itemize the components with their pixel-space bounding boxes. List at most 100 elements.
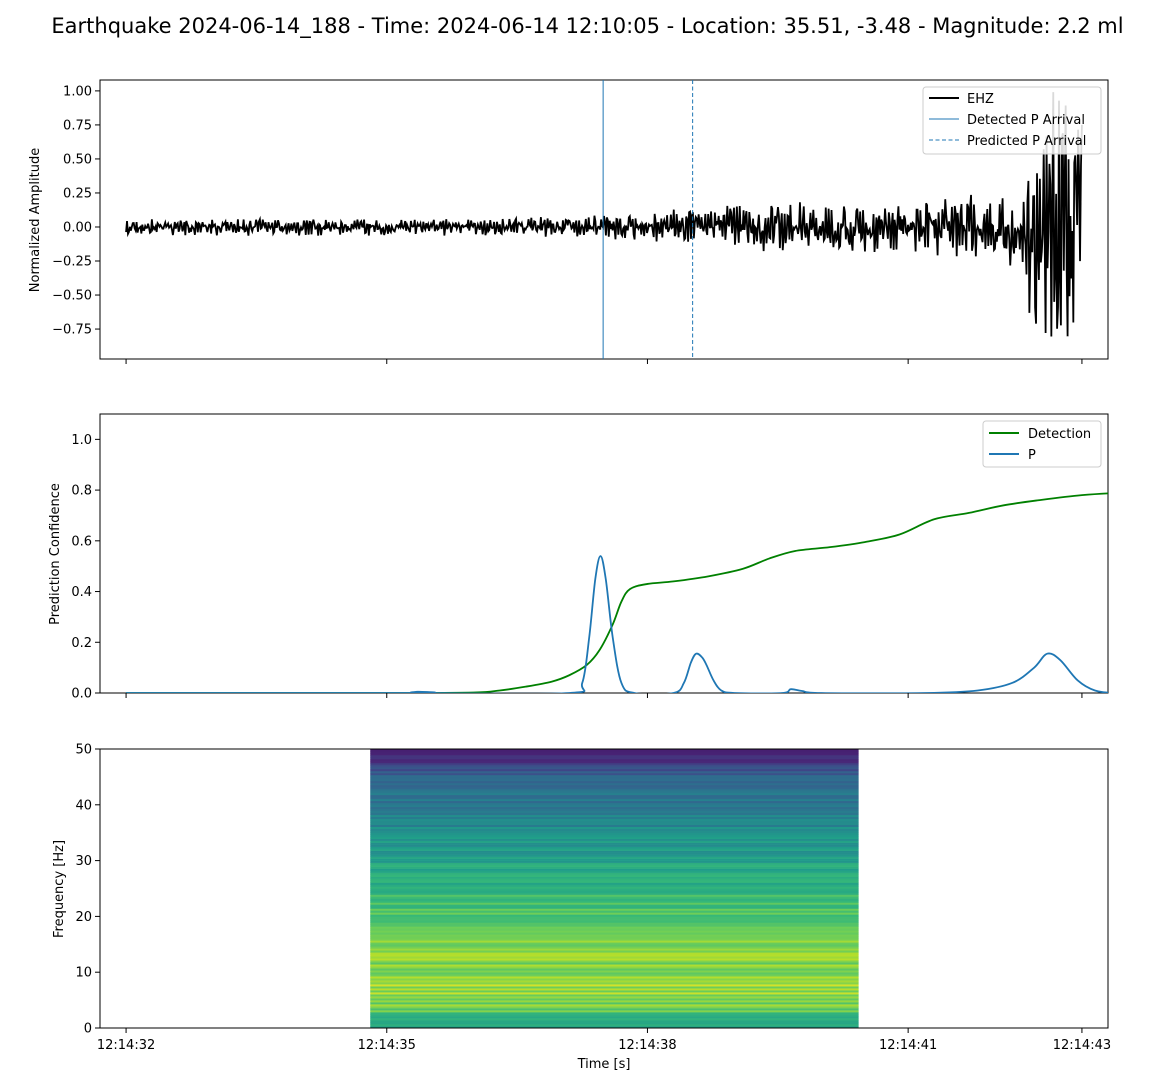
spectrogram-band (370, 970, 859, 973)
legend-predicted-p-label: Predicted P Arrival (967, 134, 1086, 149)
spectrogram-band (370, 834, 859, 837)
spectrogram-band (370, 798, 859, 802)
spectrogram-band (370, 940, 859, 943)
spectrogram-band (370, 878, 859, 881)
y-tick-label: 0.25 (63, 186, 92, 201)
spectrogram-band (370, 918, 859, 921)
spectrogram-band (370, 786, 859, 790)
y-tick-label: 10 (75, 966, 92, 981)
spectrogram-band (370, 964, 859, 967)
spectrogram-band (370, 844, 859, 847)
spectrogram-band (370, 876, 859, 879)
spectrogram-band (370, 800, 859, 804)
spectrogram-band (370, 928, 859, 931)
spectrogram-band (370, 934, 859, 937)
y-tick-label: −0.50 (52, 289, 92, 304)
spectrogram-band (370, 944, 859, 947)
spectrogram-band (370, 852, 859, 855)
spectrogram-band (370, 774, 859, 778)
waveform-legend-box (922, 86, 1102, 155)
spectrogram-band (370, 920, 859, 923)
waveform-y-ticks: 1.00 0.75 0.50 0.25 0.00 −0.25 −0.50 −0.75 (52, 84, 100, 338)
spectrogram-band (370, 1024, 859, 1027)
spectrogram-band (370, 860, 859, 863)
legend-ehz-label: EHZ (967, 92, 994, 107)
spectrogram-band (370, 1020, 859, 1023)
spectrogram-band (370, 776, 859, 780)
spectrogram-band (370, 974, 859, 977)
y-tick-label: 40 (75, 798, 92, 813)
ehz-waveform-line (125, 92, 1083, 337)
spectrogram-band (370, 914, 859, 917)
spectrogram-band (370, 778, 859, 782)
x-tick-label: 12:14:43 (1053, 1038, 1111, 1053)
spectrogram-band (370, 846, 859, 849)
spectrogram-band (370, 870, 859, 873)
y-tick-label: 0.2 (71, 636, 92, 651)
spectrogram-band (370, 960, 859, 963)
spectrogram-band (370, 1022, 859, 1025)
spectrogram-band (370, 780, 859, 784)
spectrogram-band (370, 950, 859, 953)
spectrogram-y-axis-label: Frequency [Hz] (52, 840, 67, 938)
spectrogram-band (370, 962, 859, 965)
spectrogram-band (370, 868, 859, 871)
spectrogram-band (370, 894, 859, 897)
spectrogram-band (370, 1026, 859, 1029)
spectrogram-band (370, 816, 859, 820)
spectrogram-band (370, 770, 859, 774)
spectrogram-band (370, 1004, 859, 1007)
spectrogram-band (370, 946, 859, 949)
spectrogram-band (370, 772, 859, 776)
detection-line (126, 492, 1108, 693)
legend-detected-p-label: Detected P Arrival (967, 113, 1085, 128)
spectrogram-band (370, 782, 859, 786)
spectrogram-band (370, 924, 859, 927)
y-tick-label: 0.75 (63, 118, 92, 133)
spectrogram-band (370, 938, 859, 941)
y-tick-label: 50 (75, 743, 92, 758)
spectrogram-band (370, 818, 859, 822)
legend-p-label: P (1028, 448, 1036, 463)
spectrogram-band (370, 752, 859, 756)
confidence-panel: 1.0 0.8 0.6 0.4 0.2 0.0 Prediction Confidence… (48, 413, 1109, 702)
spectrogram-band (370, 750, 859, 754)
spectrogram-band (370, 766, 859, 770)
legend-detection-label: Detection (1028, 427, 1091, 442)
spectrogram-band (370, 1014, 859, 1017)
spectrogram-band (370, 984, 859, 987)
spectrogram-band (370, 936, 859, 939)
spectrogram-band (370, 784, 859, 788)
spectrogram-band (370, 822, 859, 826)
spectrogram-band (370, 749, 859, 752)
spectrogram-band (370, 824, 859, 828)
spectrogram-band (370, 872, 859, 875)
spectrogram-band (370, 886, 859, 889)
y-tick-label: 0.50 (63, 152, 92, 167)
spectrogram-band (370, 760, 859, 764)
spectrogram-band (370, 850, 859, 853)
spectrogram-band (370, 754, 859, 758)
spectrogram-band (370, 814, 859, 818)
spectrogram-band (370, 794, 859, 798)
spectrogram-band (370, 958, 859, 961)
spectrogram-band (370, 916, 859, 919)
spectrogram-band (370, 758, 859, 762)
spectrogram-band (370, 978, 859, 981)
spectrogram-band (370, 966, 859, 969)
spectrogram-band (370, 762, 859, 766)
spectrogram-band (370, 862, 859, 865)
y-tick-label: 20 (75, 910, 92, 925)
spectrogram-band (370, 904, 859, 907)
spectrogram-band (370, 830, 859, 833)
spectrogram-band (370, 790, 859, 794)
spectrogram-band (370, 968, 859, 971)
y-tick-label: 0 (84, 1022, 92, 1037)
spectrogram-band (370, 864, 859, 867)
spectrogram-band (370, 942, 859, 945)
spectrogram-band (370, 802, 859, 806)
spectrogram-band (370, 1018, 859, 1021)
spectrogram-band (370, 1000, 859, 1003)
y-tick-label: 0.00 (63, 220, 92, 235)
